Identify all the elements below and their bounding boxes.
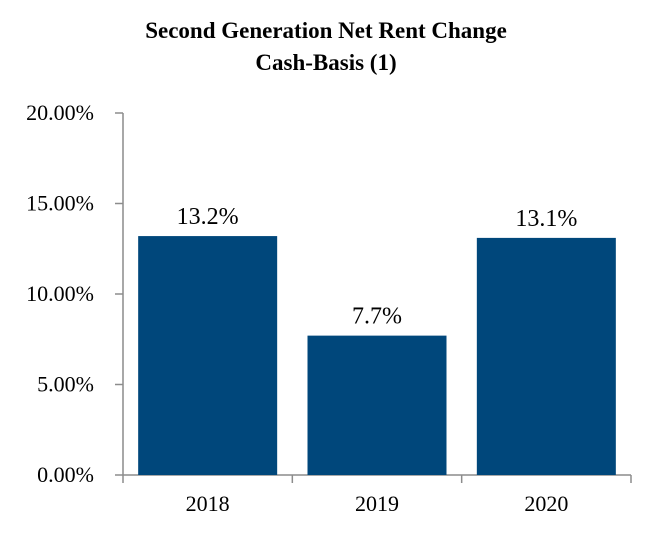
y-tick-label: 0.00% bbox=[37, 462, 94, 487]
data-label-2020: 13.1% bbox=[515, 206, 577, 232]
x-axis: 2018 2019 2020 bbox=[122, 474, 632, 516]
x-tick-label-2018: 2018 bbox=[186, 491, 230, 516]
bar-2020 bbox=[476, 237, 616, 475]
chart-subtitle: Cash-Basis (1) bbox=[255, 50, 397, 75]
x-tick-label-2020: 2020 bbox=[524, 491, 568, 516]
data-label-2018: 13.2% bbox=[177, 204, 239, 230]
y-tick-label: 15.00% bbox=[26, 191, 94, 216]
bar-2019 bbox=[307, 335, 447, 475]
bars bbox=[138, 236, 616, 475]
x-tick-label-2019: 2019 bbox=[355, 491, 399, 516]
y-tick-label: 20.00% bbox=[26, 100, 94, 125]
bar-2018 bbox=[138, 236, 278, 475]
y-tick-label: 5.00% bbox=[37, 372, 94, 397]
data-label-2019: 7.7% bbox=[352, 304, 402, 330]
data-labels: 13.2% 7.7% 13.1% bbox=[177, 204, 578, 330]
chart-title: Second Generation Net Rent Change bbox=[145, 18, 507, 43]
y-axis: 0.00% 5.00% 10.00% 15.00% 20.00% bbox=[26, 100, 124, 487]
y-tick-label: 10.00% bbox=[26, 281, 94, 306]
